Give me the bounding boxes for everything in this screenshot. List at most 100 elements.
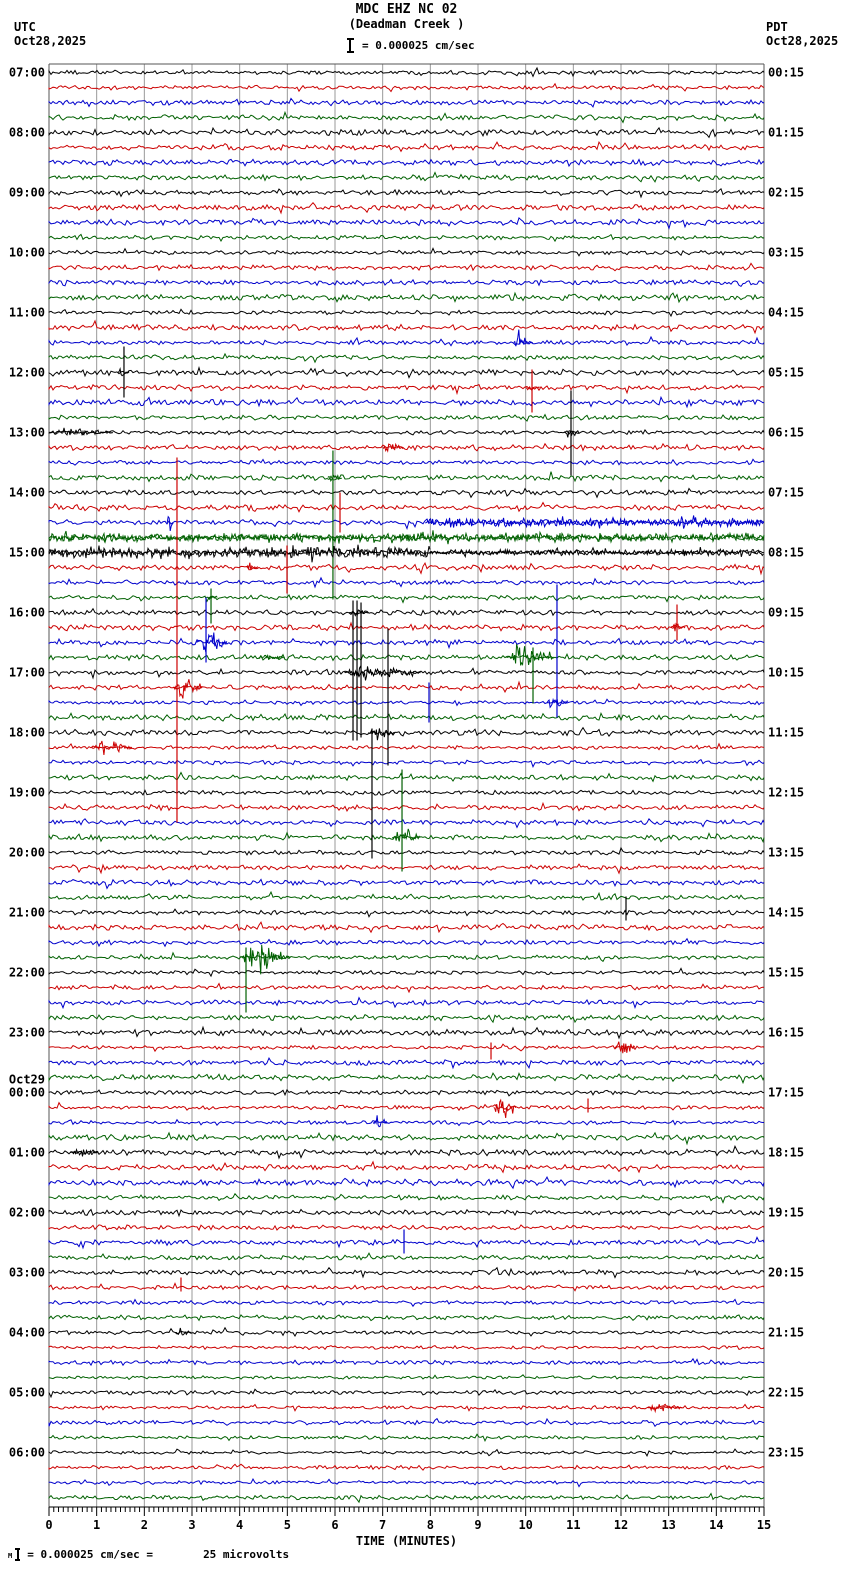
event-burst <box>513 329 533 347</box>
event-burst <box>175 1327 192 1336</box>
trace-row <box>48 1101 765 1112</box>
pdt-hour-label: 18:15 <box>768 1146 804 1160</box>
trace-row <box>48 1118 764 1127</box>
event-burst <box>172 679 204 699</box>
trace-row <box>48 365 765 379</box>
footer-scale-note: M = 0.000025 cm/sec = 25 microvolts <box>8 1548 289 1561</box>
footnote-prefix: M <box>8 1552 13 1560</box>
trace-row <box>48 335 765 347</box>
x-tick-label: 6 <box>331 1518 338 1532</box>
pdt-hour-label: 17:15 <box>768 1086 804 1100</box>
event-burst <box>258 654 285 660</box>
trace-row <box>48 1326 765 1337</box>
pdt-hour-label: 15:15 <box>768 966 804 980</box>
trace-row <box>48 652 765 662</box>
trace-row <box>48 667 765 680</box>
trace-row <box>48 262 765 272</box>
trace-row <box>48 1160 765 1174</box>
trace-row <box>48 428 765 436</box>
x-tick-label: 1 <box>93 1518 100 1532</box>
event-noise-band <box>48 530 765 545</box>
trace-row <box>48 291 765 304</box>
trace-row <box>48 1131 765 1146</box>
utc-hour-label: 15:00 <box>9 546 45 560</box>
event-burst <box>546 697 569 709</box>
trace-row <box>48 247 765 257</box>
trace-row <box>48 126 765 139</box>
trace-row <box>48 97 765 108</box>
trace-row <box>48 1282 765 1292</box>
trace-row <box>48 501 765 513</box>
event-burst <box>563 429 580 438</box>
pdt-hour-label: 22:15 <box>768 1386 804 1400</box>
trace-row <box>48 158 765 168</box>
utc-hour-label: 16:00 <box>9 606 45 620</box>
pdt-timezone-label: PDT <box>766 20 788 34</box>
trace-row <box>48 82 765 93</box>
event-burst <box>392 828 421 842</box>
trace-row <box>48 1298 765 1308</box>
event-burst <box>493 1098 517 1118</box>
trace-row <box>48 171 765 183</box>
pdt-hour-label: 21:15 <box>768 1326 804 1340</box>
x-tick-label: 15 <box>757 1518 771 1532</box>
trace-row <box>48 890 765 901</box>
trace-row <box>48 1357 765 1367</box>
trace-row <box>48 278 765 288</box>
amplitude-scale-legend: = 0.000025 cm/sec <box>346 38 475 53</box>
pdt-hour-label: 06:15 <box>768 426 804 440</box>
pdt-hour-label: 04:15 <box>768 306 804 320</box>
utc-hour-label: 09:00 <box>9 186 45 200</box>
event-burst <box>647 1403 683 1414</box>
pdt-hour-label: 07:15 <box>768 486 804 500</box>
trace-row <box>48 319 765 335</box>
trace-row <box>48 1344 765 1351</box>
trace-row <box>48 395 765 409</box>
trace-row <box>48 1492 765 1504</box>
utc-hour-label: 03:00 <box>9 1266 45 1280</box>
pdt-hour-label: 12:15 <box>768 786 804 800</box>
trace-row <box>48 140 765 153</box>
trace-row <box>48 967 765 978</box>
trace-row <box>48 516 765 531</box>
event-noise-band <box>425 515 765 529</box>
utc-hour-label: 07:00 <box>9 66 45 80</box>
trace-row <box>48 1266 765 1279</box>
trace-row <box>48 789 765 796</box>
trace-row <box>48 110 765 124</box>
trace-row <box>48 937 765 948</box>
trace-row <box>48 982 765 994</box>
trace-row <box>48 1192 765 1204</box>
trace-row <box>48 308 765 318</box>
event-burst <box>613 1041 636 1054</box>
trace-row <box>48 561 765 576</box>
trace-row <box>48 1463 765 1471</box>
x-tick-label: 13 <box>661 1518 675 1532</box>
pdt-hour-label: 03:15 <box>768 246 804 260</box>
trace-row <box>48 846 765 856</box>
event-burst <box>670 622 686 632</box>
event-burst <box>368 728 395 741</box>
event-burst <box>91 740 133 755</box>
trace-row <box>48 951 765 963</box>
utc-header: UTC Oct28,2025 <box>14 20 86 48</box>
trace-row <box>48 621 765 632</box>
event-burst <box>525 385 540 391</box>
date-change-label: Oct29 <box>9 1073 45 1087</box>
x-tick-label: 8 <box>427 1518 434 1532</box>
station-location: (Deadman Creek ) <box>348 17 465 31</box>
pdt-hour-label: 11:15 <box>768 726 804 740</box>
trace-rows <box>48 66 765 1504</box>
seismic-events <box>48 329 765 1414</box>
trace-row <box>48 1176 765 1190</box>
trace-row <box>48 1374 765 1381</box>
trace-row <box>48 487 765 499</box>
trace-row <box>48 594 765 604</box>
trace-row <box>48 1448 765 1458</box>
trace-row <box>48 458 765 466</box>
event-burst <box>48 427 114 437</box>
event-burst <box>327 474 343 482</box>
